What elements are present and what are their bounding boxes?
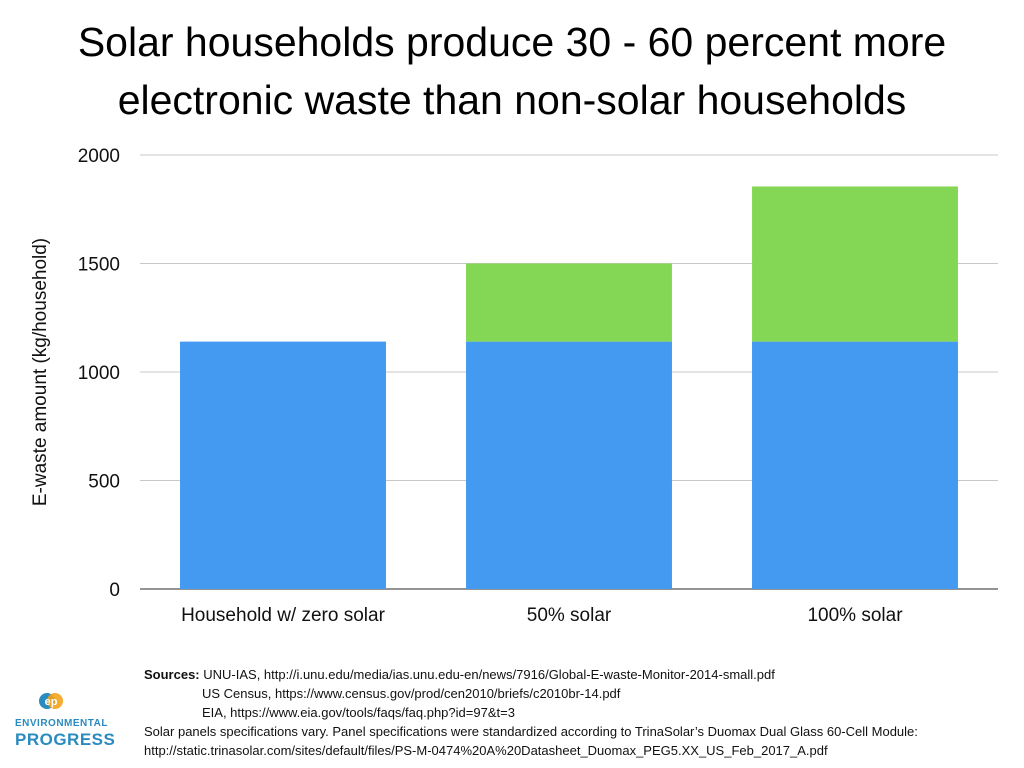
environmental-progress-logo: ep ENVIRONMENTAL PROGRESS <box>15 690 116 749</box>
y-tick-label: 2000 <box>78 146 120 167</box>
bar-solar-panel-waste <box>466 263 672 342</box>
x-axis-categories: Household w/ zero solar 50% solar 100% sol… <box>181 605 903 626</box>
source-unu: UNU-IAS, http://i.unu.edu/media/ias.unu.… <box>203 667 775 682</box>
bar-household-ewaste <box>466 341 672 589</box>
bar-household-ewaste <box>180 341 386 589</box>
logo-line-1: ENVIRONMENTAL <box>15 718 108 729</box>
sources-label: Sources: <box>144 667 200 682</box>
y-axis-label: E-waste amount (kg/household) <box>30 238 51 506</box>
bars <box>180 186 958 589</box>
y-tick-label: 1500 <box>78 255 120 276</box>
y-tick-label: 500 <box>88 472 120 493</box>
x-category-label: Household w/ zero solar <box>181 605 385 626</box>
source-eia: EIA, https://www.eia.gov/tools/faqs/faq.… <box>202 705 515 720</box>
chart-title-line-2: electronic waste than non-solar househol… <box>117 77 907 123</box>
sources-block: Sources: UNU-IAS, http://i.unu.edu/media… <box>144 665 918 760</box>
x-category-label: 100% solar <box>807 605 903 626</box>
panel-spec-note: Solar panels specifications vary. Panel … <box>144 724 918 739</box>
source-census: US Census, https://www.census.gov/prod/c… <box>202 686 621 701</box>
ep-logo-icon: ep <box>39 693 63 709</box>
bar-solar-panel-waste <box>752 186 958 342</box>
y-tick-label: 0 <box>109 580 120 601</box>
bar-chart: 0 500 1000 1500 2000 Household w/ zero solar… <box>30 146 998 626</box>
bar-household-ewaste <box>752 341 958 589</box>
x-category-label: 50% solar <box>527 605 612 626</box>
logo-line-2: PROGRESS <box>15 730 116 749</box>
y-tick-label: 1000 <box>78 363 120 384</box>
chart-title-line-1: Solar households produce 30 - 60 percent… <box>77 19 947 65</box>
y-axis-ticks: 0 500 1000 1500 2000 <box>78 146 120 601</box>
panel-spec-url: http://static.trinasolar.com/sites/defau… <box>144 743 828 758</box>
svg-text:ep: ep <box>45 696 58 708</box>
